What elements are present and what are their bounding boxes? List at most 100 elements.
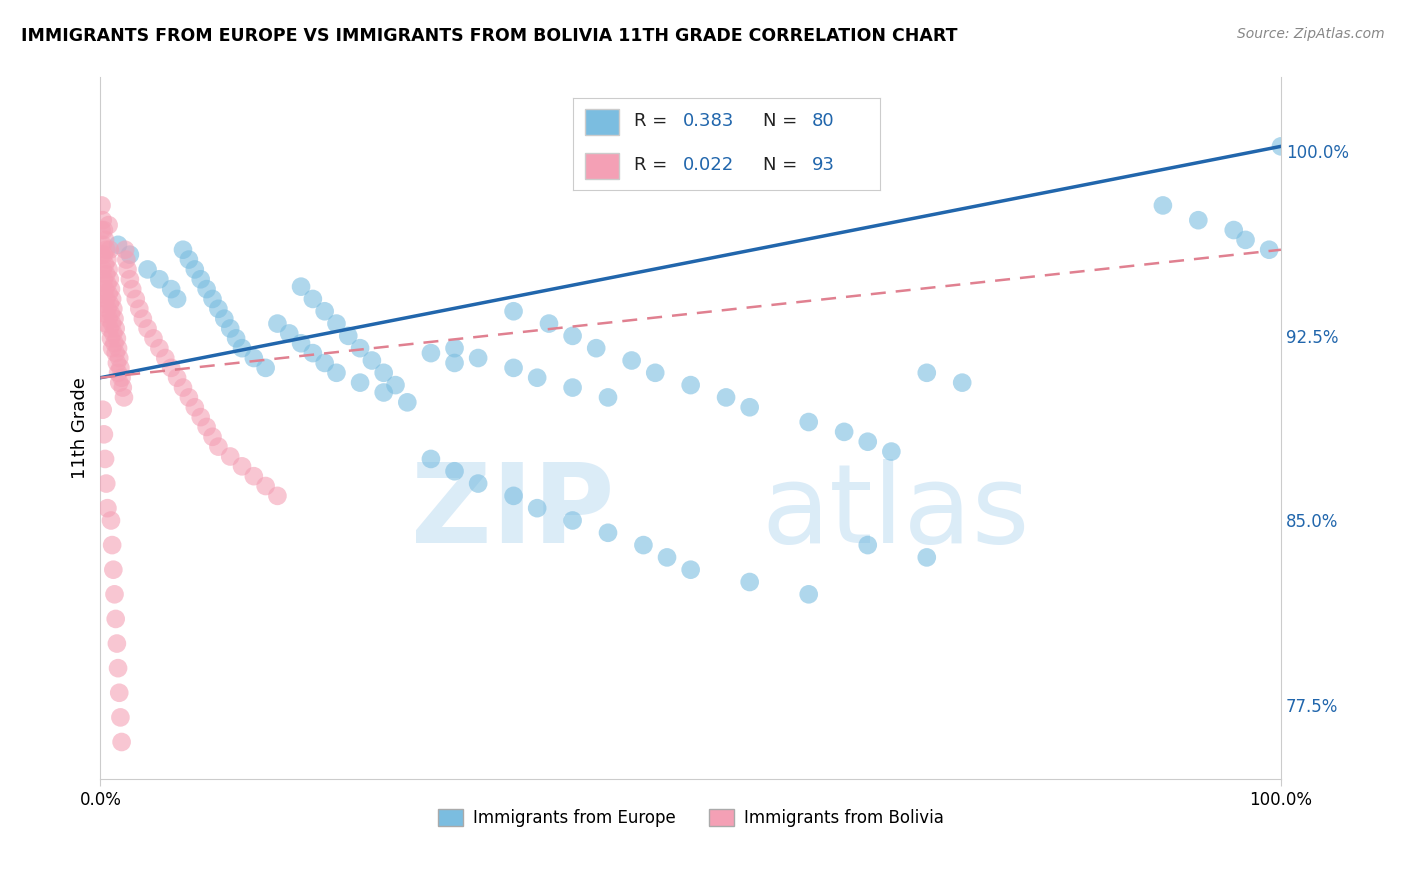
Point [98, 272, 121, 286]
Point [172, 380, 194, 394]
Point [184, 262, 207, 277]
Point [467, 351, 489, 365]
Point [94, 282, 117, 296]
Point [231, 341, 253, 355]
Point [644, 366, 666, 380]
Point [561, 380, 583, 394]
Point [148, 341, 170, 355]
Point [526, 501, 548, 516]
Point [502, 489, 524, 503]
Text: ZIP: ZIP [411, 458, 614, 566]
Point [108, 686, 131, 700]
Point [856, 434, 879, 449]
Point [104, 612, 127, 626]
Point [101, 317, 124, 331]
Point [114, 243, 136, 257]
Point [243, 351, 266, 365]
Point [132, 311, 155, 326]
Point [443, 341, 465, 355]
Point [96, 243, 118, 257]
Point [90, 247, 112, 261]
Point [1258, 243, 1281, 257]
Point [278, 326, 301, 341]
Point [915, 550, 938, 565]
Point [219, 450, 242, 464]
Point [94, 258, 117, 272]
Point [110, 735, 132, 749]
Point [103, 301, 125, 316]
Point [502, 360, 524, 375]
Point [195, 282, 218, 296]
Point [214, 311, 236, 326]
Point [679, 378, 702, 392]
Point [96, 277, 118, 292]
Point [93, 297, 115, 311]
Point [136, 262, 159, 277]
Point [190, 410, 212, 425]
Point [110, 360, 132, 375]
Point [254, 479, 277, 493]
Point [177, 391, 200, 405]
Point [467, 476, 489, 491]
Point [98, 321, 121, 335]
Point [738, 574, 761, 589]
Point [91, 237, 114, 252]
Point [1270, 139, 1292, 153]
Point [148, 272, 170, 286]
Point [201, 430, 224, 444]
Point [537, 317, 560, 331]
Point [121, 282, 143, 296]
Point [915, 366, 938, 380]
Point [97, 287, 120, 301]
Point [314, 356, 336, 370]
Point [96, 292, 118, 306]
Point [797, 587, 820, 601]
Point [96, 476, 118, 491]
Point [110, 710, 132, 724]
Point [502, 304, 524, 318]
Point [596, 391, 619, 405]
Point [90, 223, 112, 237]
Point [98, 243, 121, 257]
Point [856, 538, 879, 552]
Point [115, 252, 138, 267]
Point [160, 282, 183, 296]
Point [93, 247, 115, 261]
Point [679, 563, 702, 577]
Point [361, 353, 384, 368]
Point [97, 311, 120, 326]
Point [266, 317, 288, 331]
Point [118, 247, 141, 261]
Point [103, 563, 125, 577]
Point [91, 287, 114, 301]
Point [97, 262, 120, 277]
Point [190, 272, 212, 286]
Point [561, 329, 583, 343]
Point [384, 378, 406, 392]
Point [96, 301, 118, 316]
Point [107, 237, 129, 252]
Point [373, 366, 395, 380]
Point [100, 282, 122, 296]
Point [91, 213, 114, 227]
Point [96, 252, 118, 267]
Point [98, 297, 121, 311]
Point [94, 233, 117, 247]
Point [443, 464, 465, 478]
Point [561, 513, 583, 527]
Point [96, 317, 118, 331]
Point [596, 525, 619, 540]
Text: atlas: atlas [762, 458, 1031, 566]
Point [225, 331, 247, 345]
Point [108, 376, 131, 390]
Point [112, 391, 135, 405]
Point [96, 268, 118, 282]
Point [110, 370, 132, 384]
Point [243, 469, 266, 483]
Point [290, 279, 312, 293]
Point [117, 262, 139, 277]
Point [94, 307, 117, 321]
Point [166, 292, 188, 306]
Point [105, 331, 128, 345]
Point [266, 489, 288, 503]
